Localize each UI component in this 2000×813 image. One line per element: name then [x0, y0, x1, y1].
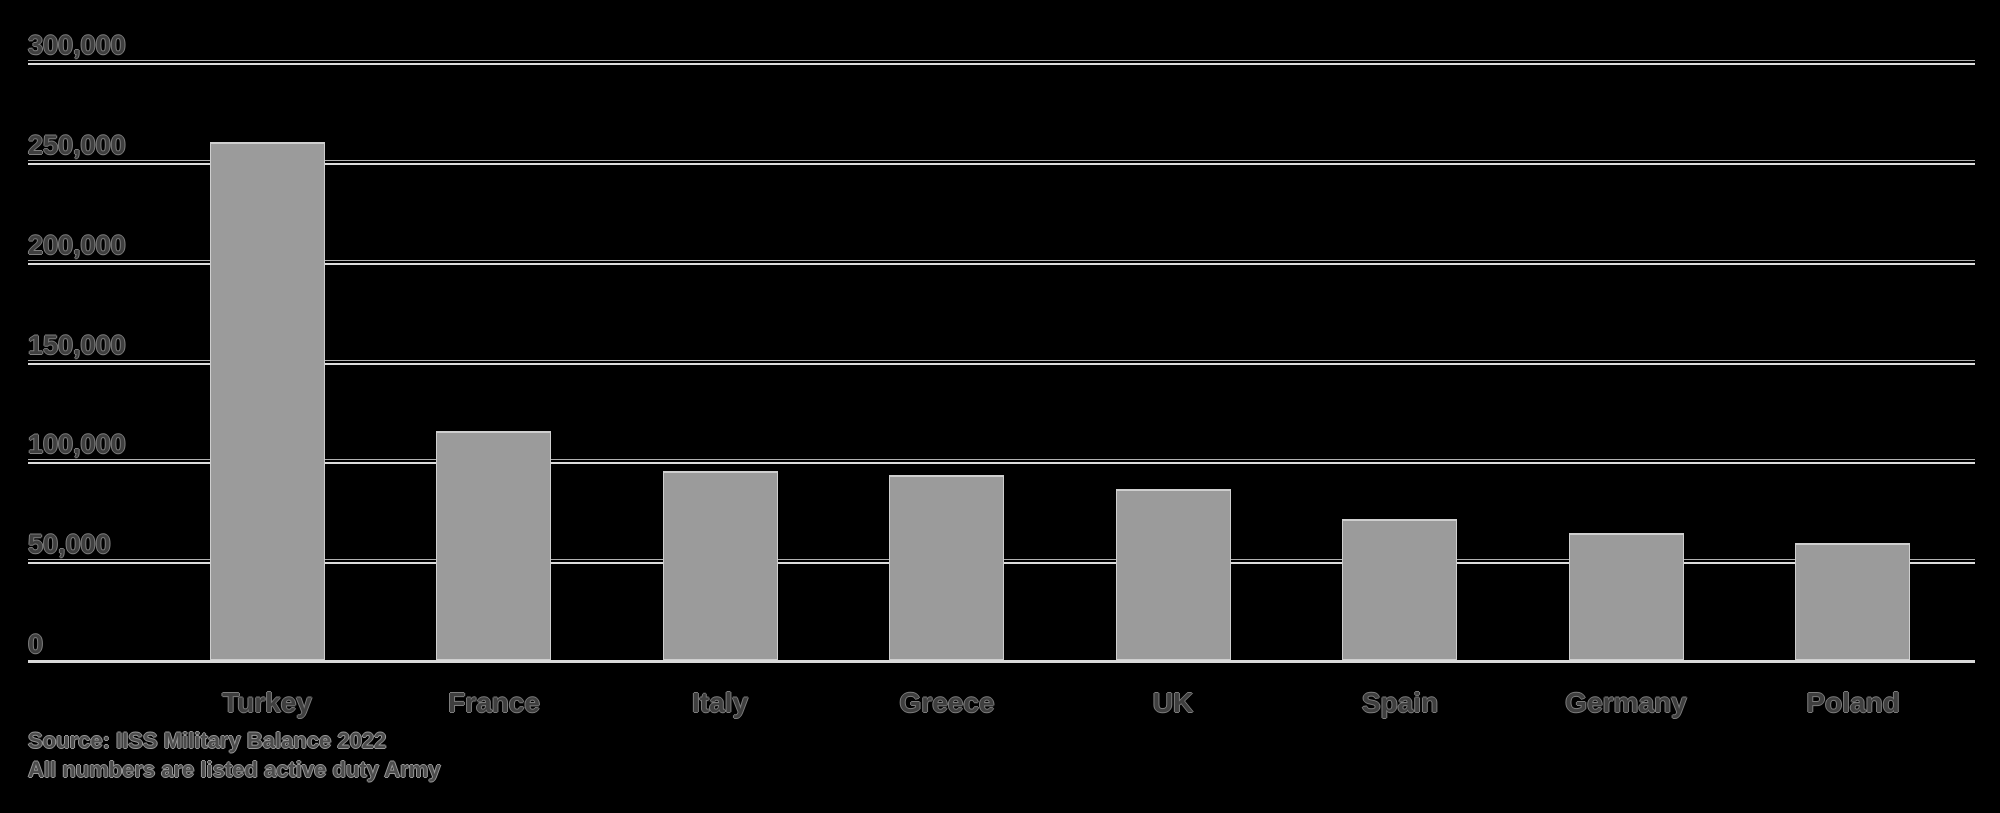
y-tick-label-200000: 200,000 [28, 230, 126, 260]
y-tick-label-150000: 150,000 [28, 330, 126, 360]
y-tick-label-50000: 50,000 [28, 529, 111, 559]
source-line-1: Source: IISS Military Balance 2022 [28, 728, 387, 753]
bar-poland [1795, 543, 1910, 660]
bar-uk [1116, 489, 1231, 660]
gridline-300000 [28, 60, 1975, 65]
bar-italy [663, 471, 778, 660]
gridline-250000 [28, 160, 1975, 165]
x-label-italy: Italy [691, 687, 749, 718]
gridline-200000 [28, 260, 1975, 265]
x-label-poland: Poland [1806, 687, 1900, 718]
y-tick-label-300000: 300,000 [28, 30, 126, 60]
x-axis-line [28, 660, 1975, 663]
x-label-germany: Germany [1565, 687, 1687, 718]
y-tick-label-250000: 250,000 [28, 130, 126, 160]
bar-spain [1342, 519, 1457, 660]
x-label-france: France [448, 687, 540, 718]
x-label-turkey: Turkey [222, 687, 312, 718]
source-line-2: All numbers are listed active duty Army [28, 757, 441, 782]
x-label-uk: UK [1152, 687, 1194, 718]
y-tick-label-100000: 100,000 [28, 429, 126, 459]
source-note: Source: IISS Military Balance 2022 All n… [28, 726, 440, 784]
bar-germany [1569, 533, 1684, 660]
gridline-150000 [28, 360, 1975, 365]
x-label-greece: Greece [899, 687, 995, 718]
y-tick-label-0: 0 [28, 629, 44, 659]
x-label-spain: Spain [1361, 687, 1439, 718]
bar-france [436, 431, 551, 660]
gridline-100000 [28, 459, 1975, 464]
bar-turkey [210, 142, 325, 660]
bar-greece [889, 475, 1004, 660]
